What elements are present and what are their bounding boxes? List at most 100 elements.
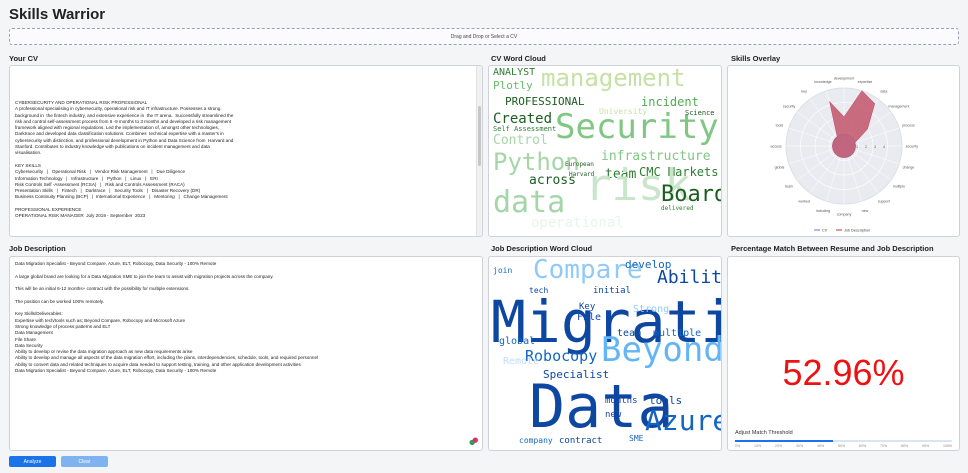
wordcloud-word: Self Assessment bbox=[493, 125, 557, 133]
threshold-tick: 90% bbox=[922, 444, 930, 448]
radar-axis-label: data bbox=[880, 90, 887, 94]
wordcloud-word: Strong bbox=[633, 304, 670, 315]
threshold-tick: 0% bbox=[735, 444, 741, 448]
text-line: Key Skills/Deliverables: bbox=[15, 311, 63, 317]
analyze-button[interactable]: Analyze bbox=[9, 456, 56, 467]
text-line: Risk Controls Self -Assessment (RCSA) | … bbox=[15, 181, 185, 187]
wordcloud-word: team bbox=[617, 328, 642, 339]
clear-button[interactable]: Clear bbox=[61, 456, 108, 467]
wordcloud-word: Specialist bbox=[543, 368, 610, 381]
threshold-fill bbox=[735, 440, 833, 442]
match-panel: 52.96% Adjust Match Threshold 0% 10% 20% 30… bbox=[727, 256, 960, 451]
wordcloud-word: Ability bbox=[657, 267, 722, 288]
text-line: background in the fintech industry, and … bbox=[15, 112, 234, 118]
clear-label: Clear bbox=[78, 458, 91, 465]
cv-dropzone[interactable]: Drag and Drop or Select a CV bbox=[9, 28, 959, 45]
app-title: Skills Warrior bbox=[9, 6, 106, 23]
radar-axis-label: team bbox=[785, 184, 793, 188]
analyze-label: Analyze bbox=[23, 458, 42, 465]
job-description-textarea[interactable]: Data Migration Specialist - Beyond Compa… bbox=[9, 256, 483, 451]
wordcloud-word: management bbox=[541, 65, 686, 92]
wordcloud-word: ANALYST bbox=[493, 67, 536, 78]
threshold-tick: 40% bbox=[817, 444, 825, 448]
legend-label: CV bbox=[822, 228, 828, 232]
wordcloud-word: operational bbox=[531, 215, 624, 231]
jd-text-content: Data Migration Specialist - Beyond Compa… bbox=[15, 261, 477, 374]
radar-axis-label: knowledge bbox=[814, 80, 831, 84]
text-line: Data Migration Specialist - Beyond Compa… bbox=[15, 261, 217, 266]
text-line: Stanford. Contributes to industry knowle… bbox=[15, 144, 210, 150]
radar-tick-label: 4 bbox=[883, 145, 885, 149]
wordcloud-word: Security bbox=[555, 107, 719, 147]
threshold-tick: 80% bbox=[901, 444, 909, 448]
job-description-label: Job Description bbox=[9, 244, 66, 253]
wordcloud-word: infrastructure bbox=[601, 149, 711, 164]
text-line: This will be an initial 6-12 months+ con… bbox=[15, 286, 190, 292]
radar-axis-label: security bbox=[783, 105, 796, 109]
text-line: Expertise with tech/tools such as; Beyon… bbox=[15, 317, 186, 323]
wordcloud-word: CMC Markets bbox=[639, 165, 719, 179]
skills-radar-chart: development expertise data management proces… bbox=[727, 65, 960, 237]
dropzone-label: Drag and Drop or Select a CV bbox=[450, 33, 518, 40]
text-line: Presentation Skills | Fintech | Darktrac… bbox=[15, 188, 201, 194]
radar-axis-label: key bbox=[801, 90, 807, 94]
threshold-label: Adjust Match Threshold bbox=[735, 430, 793, 436]
text-line: framework aligned with regional regulati… bbox=[15, 125, 220, 131]
wordcloud-word: team bbox=[605, 167, 637, 182]
cv-scrollbar[interactable] bbox=[476, 66, 482, 236]
wordcloud-word: SME bbox=[629, 434, 644, 443]
text-line: Strong knowledge of process patterns and… bbox=[15, 323, 111, 329]
cv-wordcloud-label: CV Word Cloud bbox=[491, 54, 546, 63]
radar-tick-label: 2 bbox=[865, 145, 867, 149]
text-line: The position can be worked 100% remotely… bbox=[15, 298, 105, 304]
text-line: visualisation. bbox=[15, 150, 42, 156]
wordcloud-word: Compare bbox=[533, 256, 643, 285]
skills-overlay-label: Skills Overlay bbox=[731, 54, 781, 63]
radar-tick-label: 1 bbox=[856, 145, 858, 149]
text-line: CYBERSECURITY AND OPERATIONAL RISK PROFE… bbox=[15, 100, 148, 105]
wordcloud-word: Control bbox=[493, 133, 548, 148]
threshold-slider[interactable] bbox=[735, 440, 952, 442]
text-line: OPERATIONAL RISK MANAGER July 2019 - Sep… bbox=[15, 213, 146, 219]
wordcloud-word: across bbox=[529, 173, 576, 188]
wordcloud-word: Harvard bbox=[569, 171, 595, 178]
threshold-tick: 60% bbox=[859, 444, 867, 448]
wordcloud-word: Data bbox=[529, 372, 674, 442]
radar-axis-label: global bbox=[775, 165, 785, 169]
grammar-check-icon[interactable] bbox=[469, 437, 478, 446]
threshold-tick: 50% bbox=[838, 444, 846, 448]
wordcloud-word: Python bbox=[493, 148, 580, 176]
radar-tick-label: 3 bbox=[874, 145, 876, 149]
wordcloud-word: delivered bbox=[661, 205, 694, 212]
wordcloud-word: Key bbox=[579, 302, 596, 312]
text-line: File Share bbox=[15, 336, 36, 342]
wordcloud-word: incident bbox=[641, 95, 699, 109]
threshold-tick: 70% bbox=[880, 444, 888, 448]
text-line: Data Security bbox=[15, 342, 43, 348]
wordcloud-word: Plotly bbox=[493, 79, 533, 92]
cv-textarea[interactable]: CYBERSECURITY AND OPERATIONAL RISK PROFE… bbox=[9, 65, 483, 237]
jd-wordcloud-label: Job Description Word Cloud bbox=[491, 244, 593, 253]
text-line: Data Management bbox=[15, 330, 53, 336]
wordcloud-word: Board bbox=[661, 182, 722, 207]
wordcloud-word: contract bbox=[559, 436, 603, 446]
text-line: KEY SKILLS bbox=[15, 162, 41, 168]
threshold-tick: 100% bbox=[943, 444, 952, 448]
text-line: Ability to develop or revise the data mi… bbox=[15, 349, 193, 355]
wordcloud-word: tools bbox=[649, 394, 683, 407]
text-line: A large global brand are looking for a D… bbox=[15, 273, 274, 279]
cv-text-content: CYBERSECURITY AND OPERATIONAL RISK PROFE… bbox=[15, 100, 477, 220]
text-line: PROFESSIONAL EXPERIENCE bbox=[15, 207, 82, 213]
wordcloud-word: Remote bbox=[503, 356, 540, 367]
text-line: Data Migration Specialist - Beyond Compa… bbox=[15, 368, 217, 374]
wordcloud-word: Beyond bbox=[601, 330, 722, 370]
radar-axis-label: change bbox=[903, 165, 915, 169]
radar-axis-label: tools bbox=[776, 124, 784, 128]
radar-axis-label: support bbox=[878, 199, 890, 203]
wordcloud-word: data bbox=[493, 185, 566, 220]
wordcloud-word: Robocopy bbox=[525, 347, 598, 365]
wordcloud-word: File bbox=[577, 312, 602, 323]
wordcloud-word: risk bbox=[585, 160, 691, 211]
radar-axis-label: development bbox=[834, 77, 855, 81]
